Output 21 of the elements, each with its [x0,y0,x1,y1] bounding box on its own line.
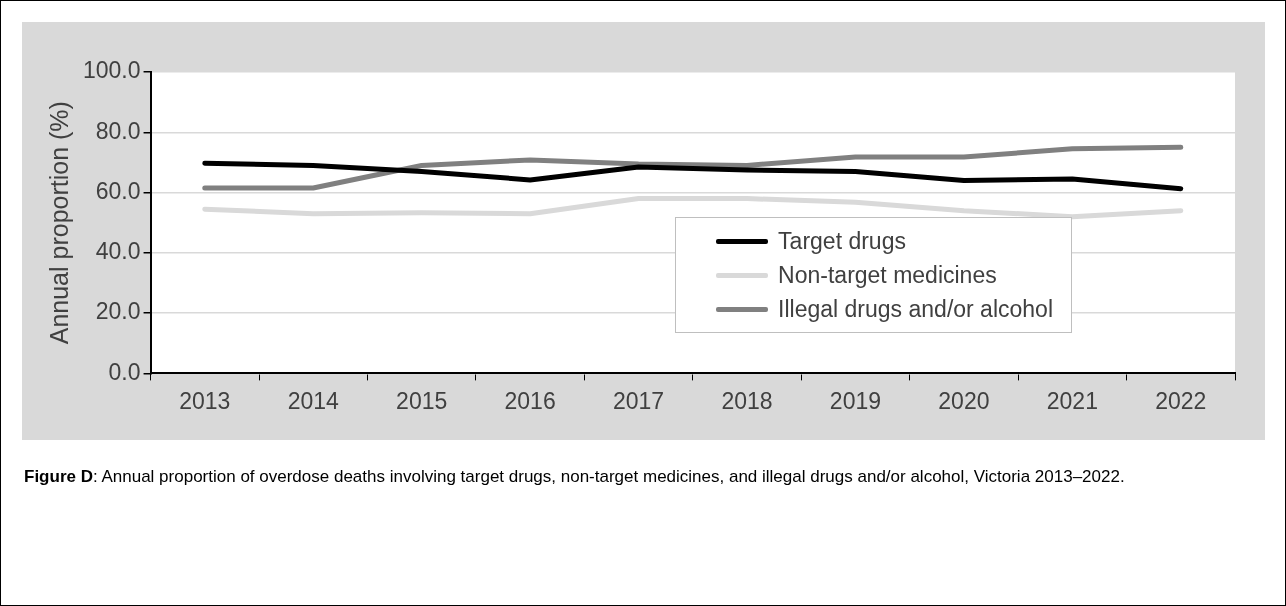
x-tick-label: 2019 [829,387,882,414]
x-tick-label: 2022 [1155,387,1207,414]
text: Figure D: Annual proportion of overdose deaths involving target drugs, non-target medicines, and illegal drugs and/or alcohol, Victoria 2013–2022. [24,466,1126,487]
x-tick-label: 2021 [1046,387,1098,414]
x-tick-label: 2018 [721,387,773,414]
y-axis-title: Annual proportion (%) [44,101,73,345]
y-tick-label: 0.0 [108,358,141,385]
x-tick-label: 2015 [396,387,448,414]
y-tick-label: 40.0 [95,238,141,265]
x-tick-label: 2017 [612,387,665,414]
y-tick-label: 80.0 [95,117,141,144]
y-tick-label: 20.0 [95,298,141,325]
x-tick-label: 2014 [287,387,340,414]
legend-label: Non-target medicines [778,261,997,289]
y-tick-label: 60.0 [95,177,141,204]
legend-label: Target drugs [778,227,906,255]
x-tick-label: 2020 [938,387,990,414]
legend-label: Illegal drugs and/or alcohol [778,295,1053,323]
y-tick-label: 100.0 [82,57,141,84]
x-tick-label: 2013 [179,387,231,414]
x-tick-label: 2016 [504,387,556,414]
